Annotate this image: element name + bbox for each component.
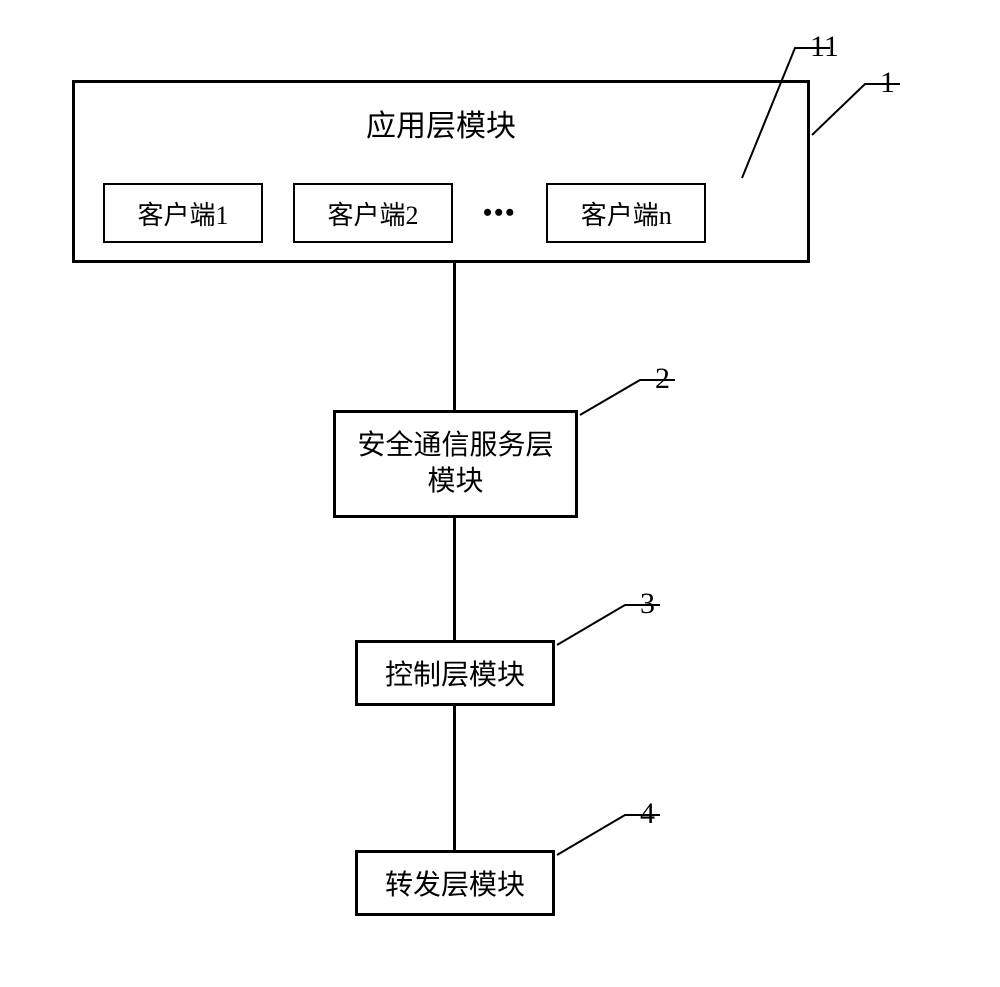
leader-4 xyxy=(0,0,1000,987)
ref-label-4: 4 xyxy=(640,797,655,831)
architecture-diagram: 应用层模块 客户端1 客户端2 ••• 客户端n 安全通信服务层 模块 控制层模… xyxy=(0,0,1000,987)
